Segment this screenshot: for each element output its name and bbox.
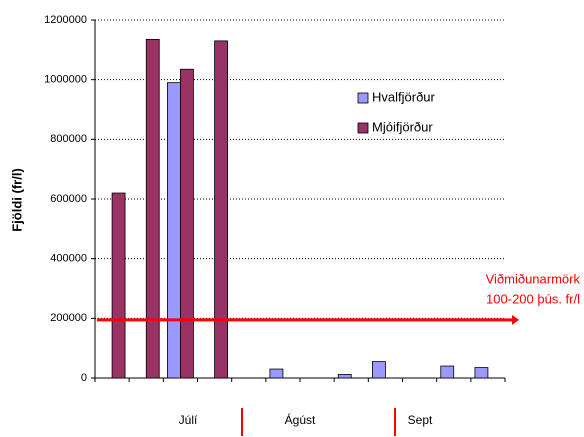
bar xyxy=(269,368,284,379)
y-tick-label: 800000 xyxy=(50,133,87,145)
bar xyxy=(440,365,455,379)
bar xyxy=(337,374,352,379)
reference-arrowhead xyxy=(512,314,519,325)
bar xyxy=(145,38,160,379)
x-group-label: Sept xyxy=(408,413,433,427)
legend-label: Hvalfjörður xyxy=(372,89,436,104)
legend-swatch xyxy=(357,92,369,104)
x-group-label: Júlí xyxy=(179,413,198,427)
bar xyxy=(180,68,194,379)
y-tick-label: 0 xyxy=(81,372,87,384)
y-tick-label: 600000 xyxy=(50,193,87,205)
bar xyxy=(474,367,489,379)
bar xyxy=(167,82,181,379)
legend-swatch xyxy=(357,122,369,134)
y-tick-label: 400000 xyxy=(50,253,87,265)
y-tick-label: 200000 xyxy=(50,312,87,324)
reference-label: Viðmiðunarmörk xyxy=(486,271,581,286)
legend-label: Mjóifjörður xyxy=(372,119,433,134)
y-tick-label: 1200000 xyxy=(44,14,87,26)
x-group-label: Ágúst xyxy=(285,412,316,427)
reference-label: 100-200 þús. fr/l xyxy=(486,291,580,306)
bar xyxy=(111,192,126,379)
bar xyxy=(372,361,386,379)
y-axis-label: Fjöldi (fr/l) xyxy=(9,168,24,232)
bar xyxy=(214,40,228,379)
y-tick-label: 1000000 xyxy=(44,74,87,86)
